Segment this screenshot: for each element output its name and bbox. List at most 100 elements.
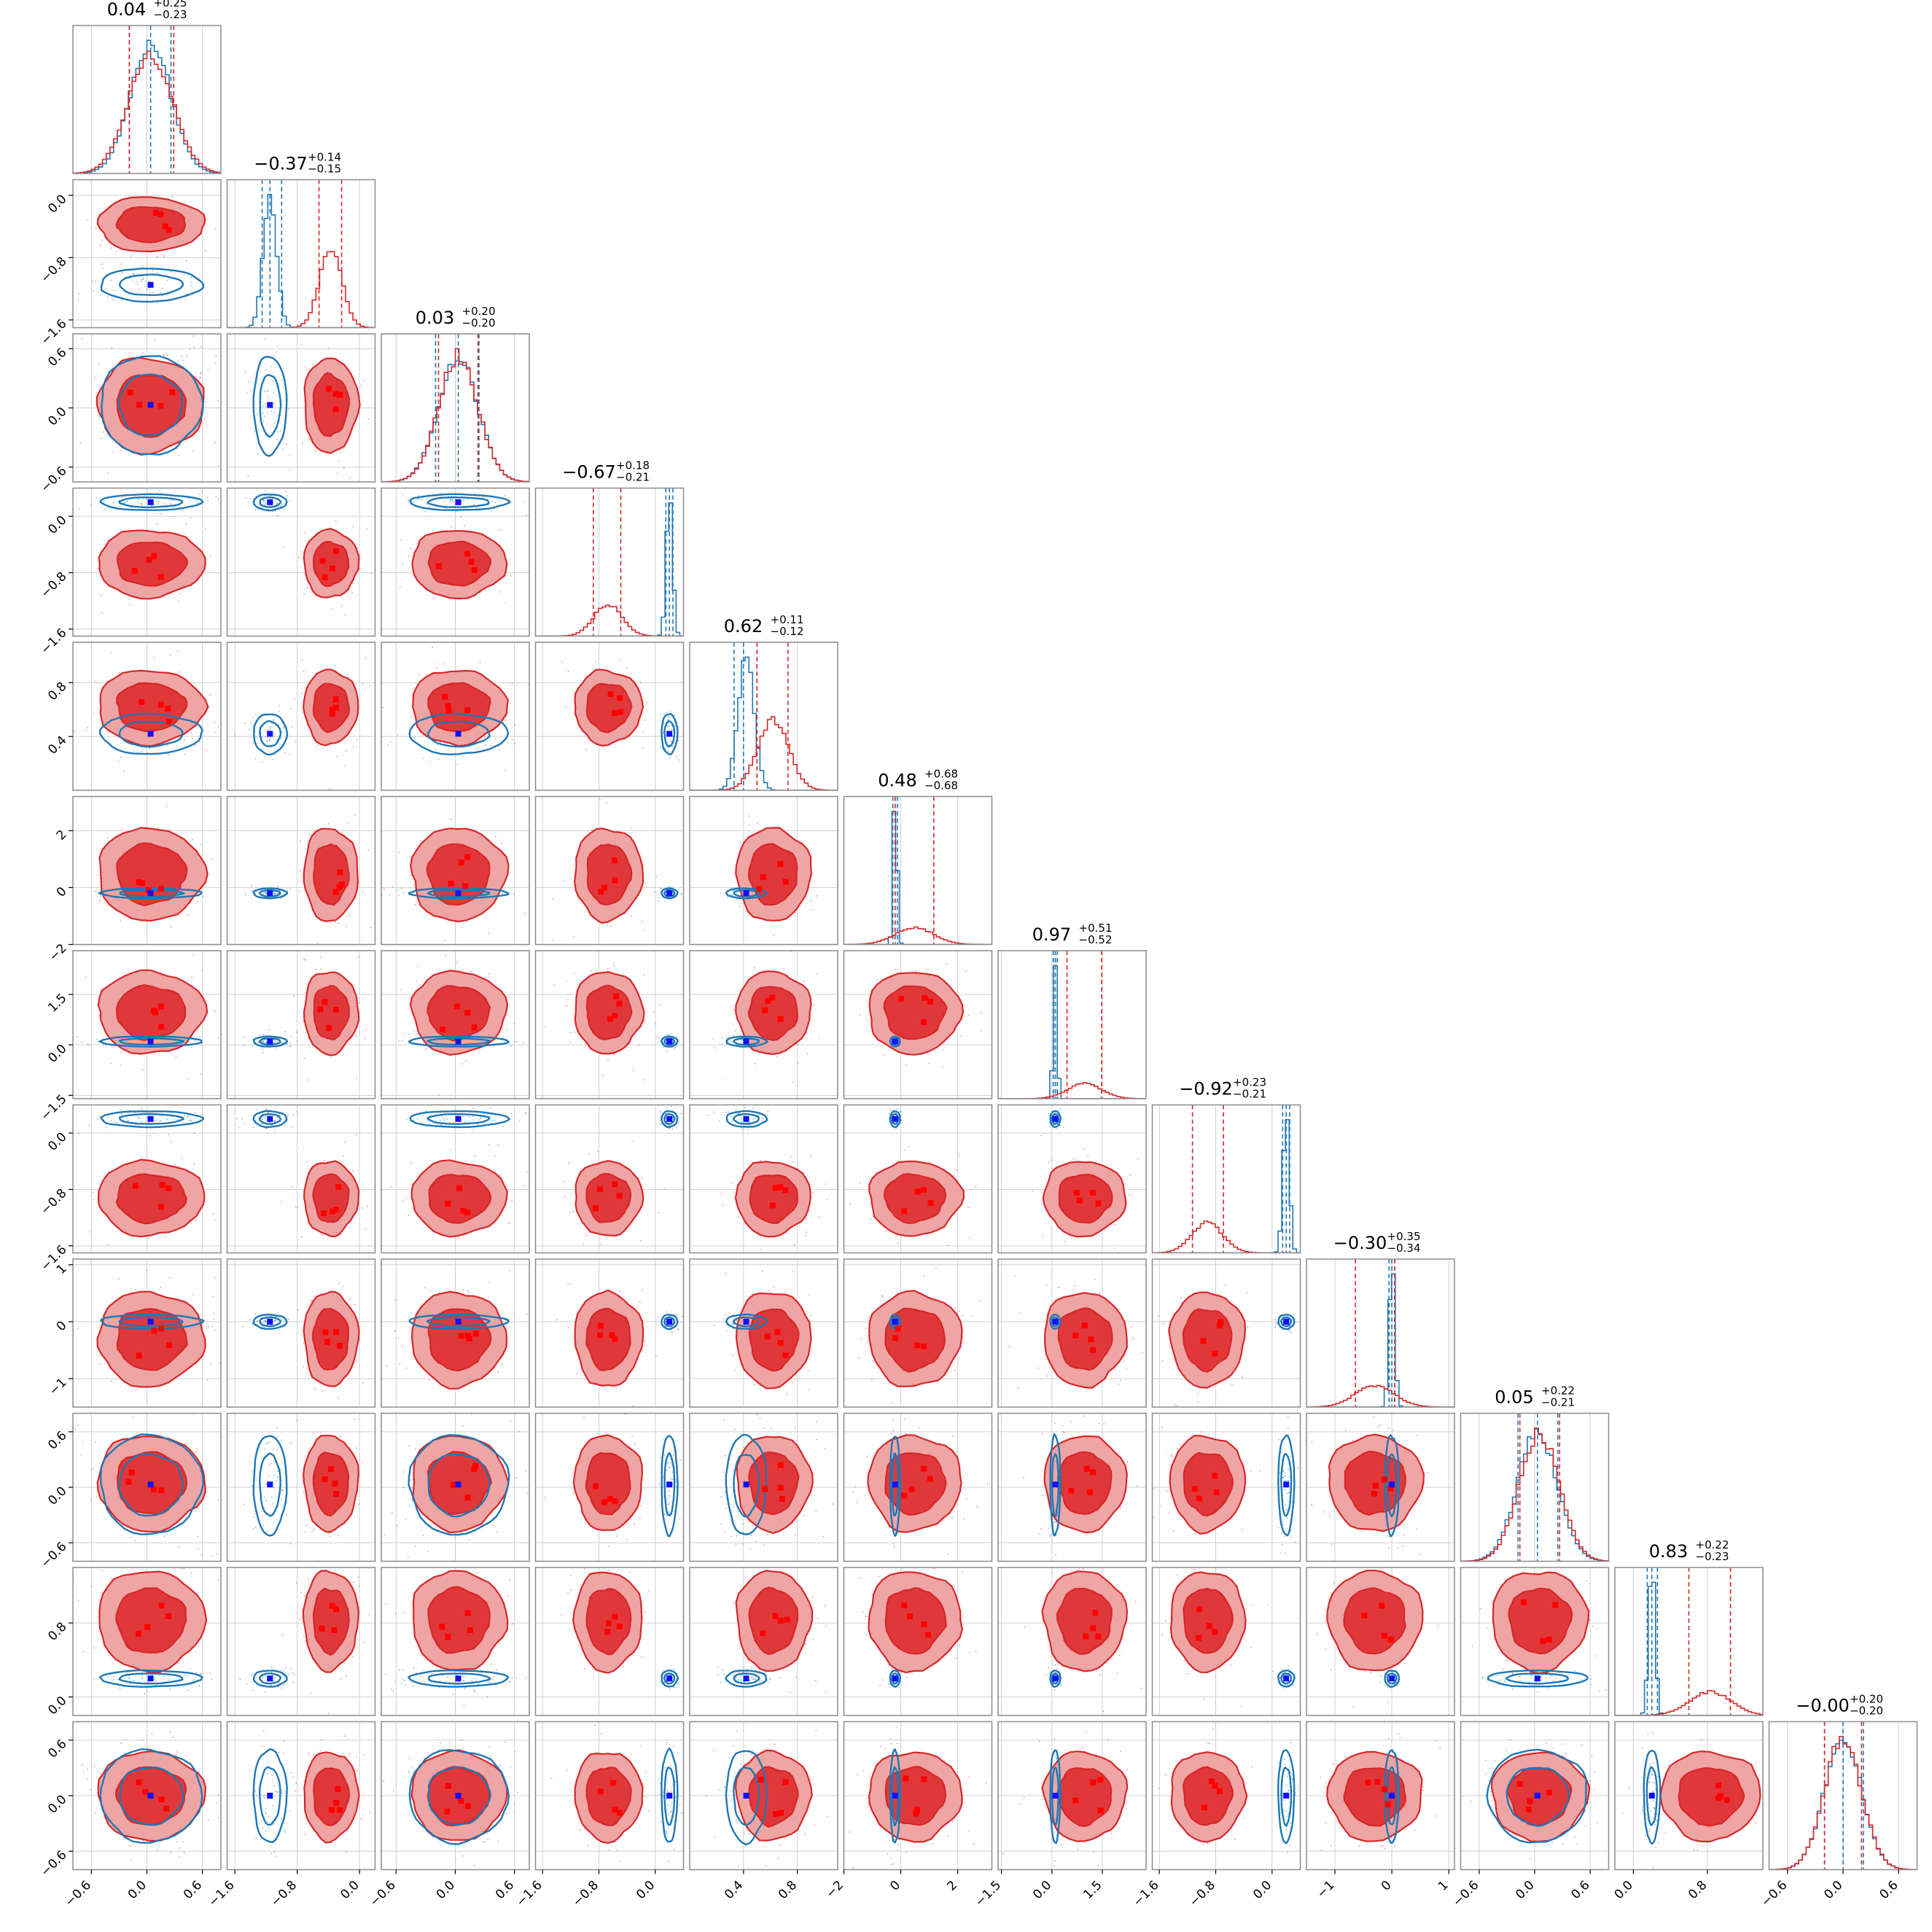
scatter-point-blue [725, 1036, 728, 1038]
scatter-point-red [726, 1330, 728, 1332]
contour-blue-outer [252, 887, 289, 900]
scatter-point-blue [675, 1035, 677, 1037]
panel-title-minus: −0.68 [924, 779, 958, 792]
scatter-point-red [168, 754, 170, 756]
scatter-point-blue [677, 1329, 679, 1331]
scatter-point-blue [281, 448, 284, 450]
y-tick-label: −0.8 [38, 254, 69, 286]
contour-blue-inner [426, 1316, 491, 1328]
marker-blue [743, 1318, 749, 1325]
scatter-point-red [119, 671, 121, 674]
scatter-point-blue [267, 736, 269, 739]
scatter-point-red [110, 247, 112, 249]
marker-blue [267, 731, 273, 737]
scatter-point-blue [507, 741, 509, 744]
contour-red-inner [428, 1174, 492, 1224]
panel-content [381, 488, 529, 636]
scatter-point-blue [267, 389, 269, 392]
scatter-point-red [99, 1363, 101, 1365]
scatter-point-blue [146, 1117, 148, 1119]
scatter-point-blue [678, 725, 680, 728]
scatter-point-red [553, 940, 555, 941]
marker-red [458, 860, 464, 866]
scatter-point-blue [148, 289, 150, 291]
marker-blue [455, 499, 461, 505]
scatter-point-red [631, 827, 633, 829]
y-tick-label: −0.6 [38, 464, 69, 495]
scatter-point-blue [207, 369, 209, 371]
scatter-point-red [200, 1073, 202, 1075]
scatter-point-red [303, 959, 305, 960]
scatter-point-blue [425, 1110, 427, 1112]
scatter-point-red [806, 1053, 809, 1054]
panel-frame [997, 950, 1147, 1099]
panel-title-plus: +0.25 [154, 0, 187, 9]
panel-frame [1151, 1104, 1301, 1254]
marker-red [769, 1202, 776, 1209]
scatter-point-red [739, 841, 741, 844]
scatter-point-red [231, 203, 233, 205]
scatter-point-blue [386, 744, 389, 747]
panel-content [227, 488, 375, 636]
panel-frame [534, 487, 685, 637]
scatter-point-red [505, 601, 507, 604]
scatter-point-blue [190, 1119, 192, 1121]
scatter-point-red [643, 1020, 645, 1022]
scatter-point-blue [484, 744, 486, 746]
scatter-point-red [461, 926, 463, 928]
scatter-point-red [554, 908, 556, 909]
scatter-point-blue [669, 725, 671, 728]
marker-red [322, 1329, 329, 1336]
panel-content [73, 1105, 221, 1253]
scatter-point-red [859, 1177, 860, 1178]
scatter-point-blue [418, 498, 420, 500]
scatter-point-blue [273, 892, 276, 895]
scatter-point-red [643, 974, 645, 976]
marker-red [322, 999, 328, 1005]
scatter-point-blue [146, 288, 148, 290]
scatter-point-red [112, 451, 114, 453]
scatter-point-blue [254, 430, 255, 432]
scatter-point-red [1050, 1159, 1052, 1161]
panel-content [535, 642, 684, 790]
marker-blue [666, 1318, 673, 1325]
marker-red [612, 710, 618, 717]
panel-7-2 [381, 1104, 530, 1254]
scatter-point-blue [736, 1320, 738, 1322]
scatter-point-red [400, 989, 402, 991]
scatter-point-red [331, 946, 332, 947]
scatter-point-red [355, 1134, 357, 1136]
scatter-point-red [92, 1192, 93, 1194]
panel-3-1 [226, 487, 376, 637]
scatter-point-red [178, 600, 180, 602]
scatter-point-red [474, 1155, 475, 1157]
scatter-point-blue [275, 1040, 277, 1043]
scatter-point-blue [728, 1111, 729, 1113]
y-tick-label: 0.0 [45, 513, 69, 537]
scatter-point-blue [525, 1113, 527, 1115]
scatter-point-blue [244, 1036, 246, 1038]
scatter-point-blue [213, 1312, 215, 1314]
scatter-point-blue [142, 278, 144, 280]
scatter-point-red [881, 1296, 884, 1298]
scatter-point-red [1072, 1158, 1075, 1160]
scatter-point-blue [270, 365, 273, 367]
scatter-point-red [457, 1237, 459, 1239]
scatter-point-red [566, 1005, 568, 1007]
panel-6-2 [381, 950, 530, 1099]
scatter-point-blue [512, 739, 514, 741]
panel-frame [689, 642, 838, 791]
scatter-point-red [859, 1182, 861, 1184]
scatter-point-blue [281, 379, 283, 381]
scatter-point-blue [195, 499, 198, 502]
scatter-point-red [733, 1009, 735, 1011]
scatter-point-blue [397, 889, 399, 891]
scatter-point-blue [100, 895, 102, 897]
contour-red-inner [116, 1308, 189, 1371]
scatter-point-blue [286, 1043, 287, 1045]
scatter-point-blue [127, 1119, 129, 1121]
scatter-point-blue [265, 370, 267, 371]
scatter-point-blue [110, 279, 112, 281]
panel-title-value: 0.62 [724, 616, 763, 636]
scatter-point-red [753, 967, 755, 969]
